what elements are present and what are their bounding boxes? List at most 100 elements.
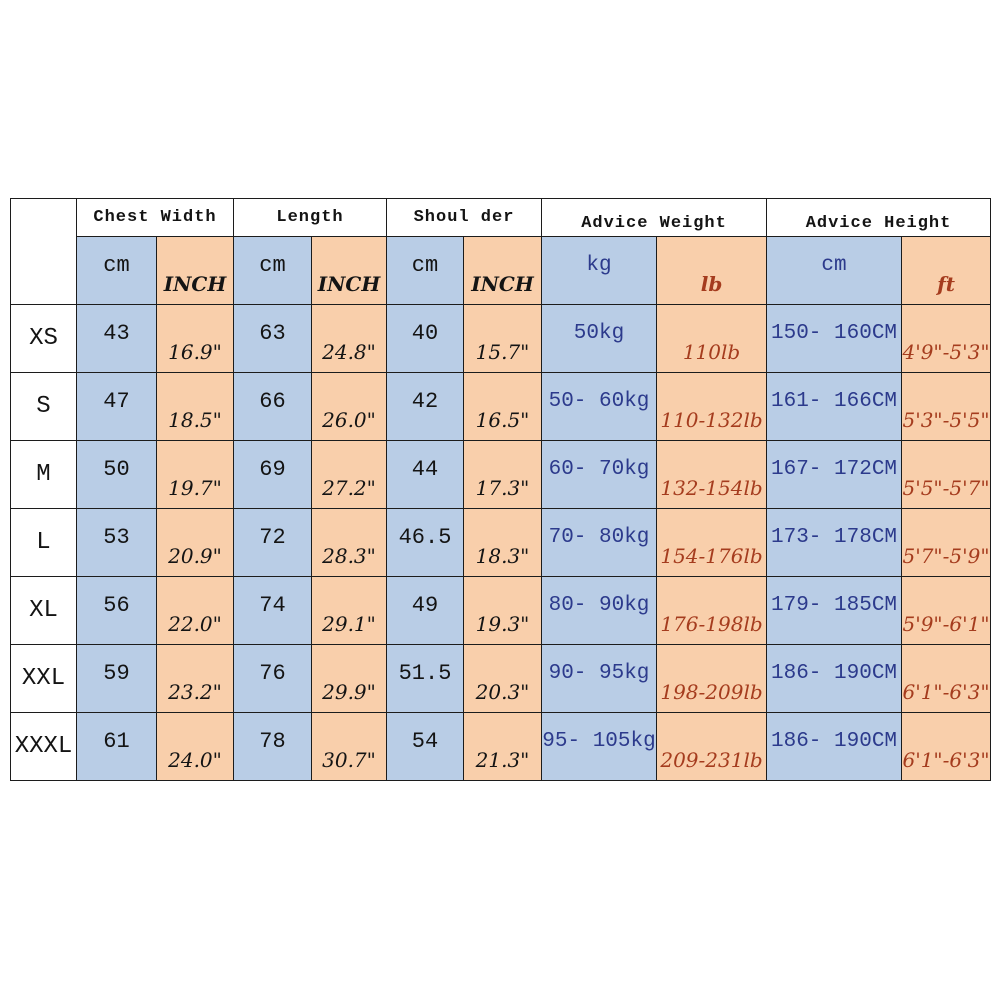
size-label-l: L [10,508,77,577]
cell-l-advice-weight-kg: 70- 80kg [541,508,658,577]
cell-xxxl-advice-height-cm: 186- 190CM [766,712,903,781]
cell-xxxl-shoul-der-inch: 21.3" [462,712,543,781]
cell-xxxl-length-inch: 30.7" [311,712,387,781]
cell-xxxl-shoul-der-cm: 54 [386,712,464,781]
cell-s-length-inch: 26.0" [311,372,387,441]
cell-xxl-length-inch: 29.9" [311,644,387,713]
unit-shoul-der-inch: INCH [462,236,543,305]
cell-s-chest-width-inch: 18.5" [156,372,234,441]
column-group-length: Length [233,198,387,237]
cell-xl-advice-weight-kg: 80- 90kg [541,576,658,645]
cell-m-shoul-der-cm: 44 [386,440,464,509]
table-body: XS 43 16.9" 63 24.8" 40 15.7" 50kg 110lb 150- 160… [10,304,992,781]
cell-xl-shoul-der-cm: 49 [386,576,464,645]
cell-xl-chest-width-inch: 22.0" [156,576,234,645]
unit-shoul-der-cm: cm [386,236,464,305]
cell-l-chest-width-cm: 53 [76,508,157,577]
cell-m-advice-height-ft: 5'5"-5'7" [901,440,992,509]
cell-xxl-advice-height-cm: 186- 190CM [766,644,903,713]
cell-xl-shoul-der-inch: 19.3" [462,576,543,645]
cell-m-advice-weight-kg: 60- 70kg [541,440,658,509]
cell-xxl-advice-weight-lb: 198-209lb [656,644,768,713]
cell-s-length-cm: 66 [233,372,312,441]
cell-xs-shoul-der-cm: 40 [386,304,464,373]
size-label-xs: XS [10,304,77,373]
cell-xxl-length-cm: 76 [233,644,312,713]
cell-xxl-chest-width-cm: 59 [76,644,157,713]
size-label-xxxl: XXXL [10,712,77,781]
cell-xl-chest-width-cm: 56 [76,576,157,645]
cell-xxl-advice-height-ft: 6'1"-6'3" [901,644,992,713]
column-group-chest-width: Chest Width [76,198,234,237]
column-group-shoul-der: Shoul der [385,198,543,237]
cell-xs-advice-weight-lb: 110lb [656,304,768,373]
unit-advice-height-cm: cm [766,236,903,305]
cell-m-advice-weight-lb: 132-154lb [656,440,768,509]
table-row-xxl: XXL 59 23.2" 76 29.9" 51.5 20.3" 90- 95kg 198-20… [10,644,992,713]
cell-xs-advice-height-cm: 150- 160CM [766,304,903,373]
cell-s-advice-weight-lb: 110-132lb [656,372,768,441]
cell-m-advice-height-cm: 167- 172CM [766,440,903,509]
cell-s-advice-height-cm: 161- 166CM [766,372,903,441]
cell-xs-chest-width-cm: 43 [76,304,157,373]
cell-xs-shoul-der-inch: 15.7" [462,304,543,373]
cell-xxl-shoul-der-inch: 20.3" [462,644,543,713]
size-label-xl: XL [10,576,77,645]
cell-s-shoul-der-cm: 42 [386,372,464,441]
size-label-s: S [10,372,77,441]
header-unit-row: cm INCH cm INCH cm INCH kg lb cm ft [11,236,992,305]
table-row-s: S 47 18.5" 66 26.0" 42 16.5" 50- 60kg 110-132lb 1… [10,372,992,441]
cell-xl-advice-height-ft: 5'9"-6'1" [901,576,992,645]
cell-xs-advice-weight-kg: 50kg [541,304,658,373]
cell-l-chest-width-inch: 20.9" [156,508,234,577]
cell-m-chest-width-inch: 19.7" [156,440,234,509]
cell-l-advice-weight-lb: 154-176lb [656,508,768,577]
cell-xl-advice-height-cm: 179- 185CM [766,576,903,645]
cell-l-shoul-der-inch: 18.3" [462,508,543,577]
cell-xs-advice-height-ft: 4'9"-5'3" [901,304,992,373]
cell-s-advice-weight-kg: 50- 60kg [541,372,658,441]
cell-xs-length-inch: 24.8" [311,304,387,373]
cell-xl-length-inch: 29.1" [311,576,387,645]
size-label-xxl: XXL [10,644,77,713]
table-row-xs: XS 43 16.9" 63 24.8" 40 15.7" 50kg 110lb 150- 160… [10,304,992,373]
cell-xxxl-advice-weight-lb: 209-231lb [656,712,768,781]
cell-xl-length-cm: 74 [233,576,312,645]
cell-m-chest-width-cm: 50 [76,440,157,509]
cell-s-advice-height-ft: 5'3"-5'5" [901,372,992,441]
cell-l-advice-height-ft: 5'7"-5'9" [901,508,992,577]
table-row-m: M 50 19.7" 69 27.2" 44 17.3" 60- 70kg 132-154lb 1… [10,440,992,509]
cell-xs-chest-width-inch: 16.9" [156,304,234,373]
cell-s-shoul-der-inch: 16.5" [462,372,543,441]
cell-s-chest-width-cm: 47 [76,372,157,441]
size-label-m: M [10,440,77,509]
table-header: Chest Width Length Shoul der Advice Weight A… [10,198,992,305]
unit-advice-weight-kg: kg [541,236,658,305]
unit-length-inch: INCH [311,236,387,305]
cell-xxl-shoul-der-cm: 51.5 [386,644,464,713]
cell-xxxl-advice-height-ft: 6'1"-6'3" [901,712,992,781]
cell-xxxl-length-cm: 78 [233,712,312,781]
unit-advice-weight-lb: lb [656,236,768,305]
cell-xs-length-cm: 63 [233,304,312,373]
size-chart-table: Chest Width Length Shoul der Advice Weight A… [10,198,992,781]
cell-xxxl-chest-width-inch: 24.0" [156,712,234,781]
cell-m-length-inch: 27.2" [311,440,387,509]
table-row-xxxl: XXXL 61 24.0" 78 30.7" 54 21.3" 95- 105kg 209-23… [10,712,992,781]
cell-l-length-inch: 28.3" [311,508,387,577]
cell-xxl-advice-weight-kg: 90- 95kg [541,644,658,713]
cell-l-advice-height-cm: 173- 178CM [766,508,903,577]
unit-length-cm: cm [233,236,312,305]
column-group-advice-weight: Advice Weight [541,198,768,237]
cell-m-length-cm: 69 [233,440,312,509]
cell-xl-advice-weight-lb: 176-198lb [656,576,768,645]
header-group-row: Chest Width Length Shoul der Advice Weight A… [10,198,992,305]
unit-chest-width-cm: cm [76,236,157,305]
cell-l-shoul-der-cm: 46.5 [386,508,464,577]
cell-xxl-chest-width-inch: 23.2" [156,644,234,713]
cell-l-length-cm: 72 [233,508,312,577]
unit-chest-width-inch: INCH [156,236,234,305]
table-row-l: L 53 20.9" 72 28.3" 46.5 18.3" 70- 80kg 154-176l… [10,508,992,577]
cell-xxxl-chest-width-cm: 61 [76,712,157,781]
